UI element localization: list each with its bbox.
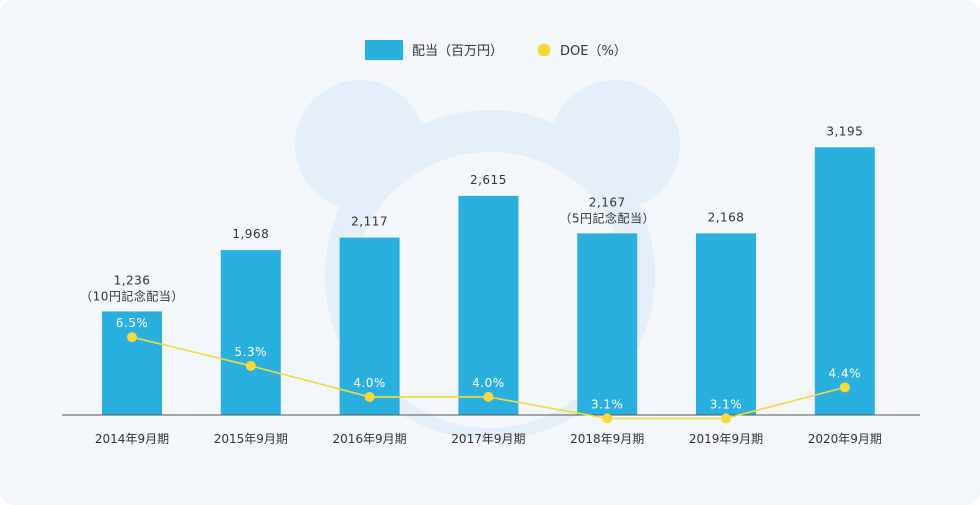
x-tick-label-1: 2015年9月期 <box>214 432 288 446</box>
bar-0 <box>102 311 162 415</box>
legend: 配当（百万円） DOE（%） <box>365 40 627 60</box>
legend-label-dividend: 配当（百万円） <box>412 44 503 59</box>
bar-value-label-4: 2,167 <box>589 195 626 209</box>
x-tick-label-3: 2017年9月期 <box>451 432 525 446</box>
x-axis-tick-labels: 2014年9月期 2015年9月期 2016年9月期 2017年9月期 2018年9月期… <box>95 432 882 446</box>
x-tick-label-0: 2014年9月期 <box>95 432 169 446</box>
legend-label-doe: DOE（%） <box>560 44 627 59</box>
bar-series <box>102 147 875 415</box>
doe-value-label-6: 4.4% <box>829 366 862 380</box>
bar-note-label-4: （5円記念配当） <box>559 210 655 225</box>
value-labels: 1,236（10円記念配当） 1,968 2,117 2,615 2,167（5円記念配… <box>80 124 863 411</box>
bar-1 <box>220 250 281 415</box>
doe-point-3 <box>483 391 494 402</box>
bar-3 <box>458 195 519 415</box>
doe-value-label-3: 4.0% <box>472 376 505 390</box>
x-tick-label-6: 2020年9月期 <box>808 432 882 446</box>
legend-swatch-doe <box>537 43 551 57</box>
x-tick-label-5: 2019年9月期 <box>689 432 763 446</box>
bar-6 <box>814 147 875 415</box>
bar-value-label-1: 1,968 <box>232 227 269 241</box>
x-tick-label-4: 2018年9月期 <box>570 432 644 446</box>
doe-point-1 <box>245 360 256 371</box>
bar-2 <box>339 237 400 415</box>
legend-swatch-dividend <box>365 40 403 60</box>
doe-value-label-5: 3.1% <box>710 397 743 411</box>
doe-point-4 <box>602 413 613 424</box>
bar-value-label-6: 3,195 <box>826 124 863 138</box>
doe-point-6 <box>839 382 850 393</box>
bar-value-label-3: 2,615 <box>470 173 507 187</box>
bar-5 <box>696 233 756 415</box>
bar-value-label-5: 2,168 <box>708 210 745 224</box>
doe-point-2 <box>364 391 375 402</box>
doe-point-0 <box>127 332 137 343</box>
bar-4 <box>577 233 638 415</box>
doe-value-label-2: 4.0% <box>353 376 386 390</box>
doe-value-label-1: 5.3% <box>235 345 268 359</box>
x-tick-label-2: 2016年9月期 <box>333 432 407 446</box>
doe-line-series <box>127 332 850 424</box>
doe-point-5 <box>721 413 731 424</box>
doe-value-label-4: 3.1% <box>591 397 624 411</box>
bar-value-label-0: 1,236 <box>114 273 151 287</box>
doe-value-label-0: 6.5% <box>116 316 149 330</box>
bar-value-label-2: 2,117 <box>351 215 388 229</box>
bar-note-label-0: （10円記念配当） <box>80 288 184 303</box>
